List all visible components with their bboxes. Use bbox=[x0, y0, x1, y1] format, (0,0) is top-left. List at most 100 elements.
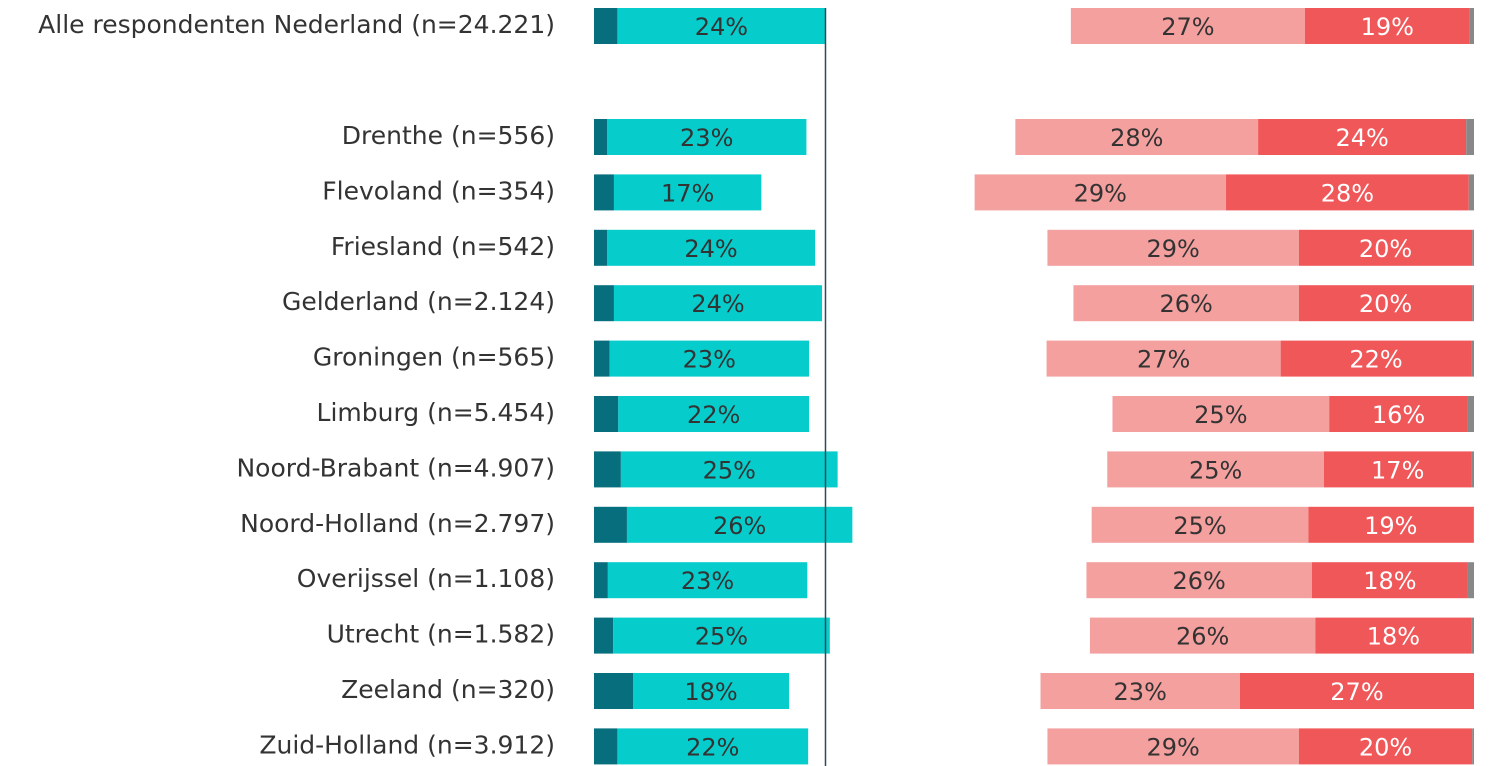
value-label: 29% bbox=[1146, 733, 1199, 761]
bar-segment bbox=[607, 119, 807, 155]
bar-segment bbox=[594, 174, 614, 211]
category-label: Utrecht (n=1.582) bbox=[327, 620, 555, 649]
bar-segment bbox=[1467, 396, 1474, 432]
bar-segment bbox=[1308, 506, 1474, 543]
value-label: 24% bbox=[684, 235, 737, 263]
value-label: 29% bbox=[1074, 179, 1127, 207]
value-label: 25% bbox=[703, 456, 756, 484]
bar-segment bbox=[1046, 340, 1281, 377]
bar-segment bbox=[594, 728, 618, 765]
value-label: 23% bbox=[681, 567, 734, 595]
bar-segment bbox=[594, 451, 621, 488]
value-label: 26% bbox=[1159, 290, 1212, 318]
bar-segment bbox=[1468, 174, 1474, 211]
category-label: Groningen (n=565) bbox=[313, 343, 555, 372]
bar-segment bbox=[1089, 617, 1316, 654]
value-label: 19% bbox=[1364, 512, 1417, 540]
bar-segment bbox=[1070, 8, 1305, 44]
value-label: 25% bbox=[1194, 401, 1247, 429]
bar-segment bbox=[607, 562, 808, 599]
bar-segment bbox=[1107, 451, 1325, 488]
bar-segment bbox=[594, 285, 614, 322]
bar-segment bbox=[618, 396, 810, 432]
value-label: 29% bbox=[1146, 235, 1199, 263]
value-label: 17% bbox=[661, 179, 714, 207]
bar-segment bbox=[1047, 728, 1299, 765]
bar-segment bbox=[1298, 728, 1473, 765]
category-label: Noord-Holland (n=2.797) bbox=[240, 509, 555, 538]
category-label: Noord-Brabant (n=4.907) bbox=[236, 453, 555, 482]
bar-segment bbox=[1472, 229, 1474, 266]
bar-segment bbox=[1467, 562, 1474, 599]
bar-segment bbox=[1315, 617, 1472, 654]
value-label: 18% bbox=[684, 678, 737, 706]
category-label: Zeeland (n=320) bbox=[341, 675, 555, 704]
bar-segment bbox=[1040, 673, 1240, 709]
value-label: 27% bbox=[1137, 346, 1190, 374]
category-label: Drenthe (n=556) bbox=[342, 121, 555, 150]
bar-segment bbox=[1304, 8, 1470, 44]
value-label: 25% bbox=[1173, 512, 1226, 540]
bar-segment bbox=[594, 673, 634, 709]
bar-segment bbox=[1047, 229, 1299, 266]
value-label: 22% bbox=[686, 733, 739, 761]
bar-segment bbox=[1466, 119, 1474, 155]
bar-segment bbox=[594, 119, 608, 155]
bar-segment bbox=[633, 673, 790, 709]
bar-segment bbox=[1073, 285, 1299, 322]
category-label: Flevoland (n=354) bbox=[322, 176, 555, 205]
bar-segment bbox=[594, 562, 608, 599]
bar-segment bbox=[594, 340, 610, 377]
bar-segment bbox=[609, 340, 810, 377]
bar-segment bbox=[1226, 174, 1469, 211]
value-label: 27% bbox=[1161, 13, 1214, 41]
bar-segment bbox=[1324, 451, 1472, 488]
bar-segment bbox=[1298, 229, 1473, 266]
value-label: 20% bbox=[1359, 733, 1412, 761]
bar-segment bbox=[1112, 396, 1330, 432]
bar-segment bbox=[594, 229, 608, 266]
category-label: Gelderland (n=2.124) bbox=[282, 287, 555, 316]
value-label: 23% bbox=[680, 124, 733, 152]
category-label: Overijssel (n=1.108) bbox=[297, 564, 555, 593]
value-label: 27% bbox=[1330, 678, 1383, 706]
bar-segment bbox=[1473, 506, 1474, 543]
bar-segment bbox=[1471, 451, 1474, 488]
bar-segment bbox=[626, 506, 853, 543]
bar-segment bbox=[594, 506, 627, 543]
bar-segment bbox=[1329, 396, 1468, 432]
bar-segment bbox=[613, 617, 830, 654]
value-label: 20% bbox=[1359, 235, 1412, 263]
bar-segment bbox=[1239, 673, 1474, 709]
bar-segment bbox=[594, 396, 619, 432]
value-label: 16% bbox=[1372, 401, 1425, 429]
bar-segment bbox=[607, 229, 816, 266]
category-label: Friesland (n=542) bbox=[331, 232, 555, 261]
bar-segment bbox=[617, 728, 809, 765]
value-label: 24% bbox=[1335, 124, 1388, 152]
value-label: 18% bbox=[1363, 567, 1416, 595]
value-label: 26% bbox=[713, 512, 766, 540]
bar-segment bbox=[1015, 119, 1259, 155]
value-label: 23% bbox=[683, 346, 736, 374]
bar-segment bbox=[1469, 8, 1474, 44]
bar-segment bbox=[1280, 340, 1472, 377]
bar-segment bbox=[594, 617, 614, 654]
value-label: 23% bbox=[1114, 678, 1167, 706]
value-label: 22% bbox=[687, 401, 740, 429]
bar-segment bbox=[1311, 562, 1468, 599]
value-label: 18% bbox=[1367, 623, 1420, 651]
value-label: 17% bbox=[1371, 456, 1424, 484]
bar-segment bbox=[1258, 119, 1467, 155]
category-label: Zuid-Holland (n=3.912) bbox=[259, 730, 555, 759]
bar-segment bbox=[594, 8, 618, 44]
bar-segment bbox=[1086, 562, 1312, 599]
value-label: 20% bbox=[1359, 290, 1412, 318]
bar-segment bbox=[1471, 617, 1474, 654]
bar-segment bbox=[1091, 506, 1309, 543]
value-label: 24% bbox=[695, 13, 748, 41]
value-label: 24% bbox=[691, 290, 744, 318]
bar-segment bbox=[974, 174, 1227, 211]
category-label: Limburg (n=5.454) bbox=[317, 398, 555, 427]
